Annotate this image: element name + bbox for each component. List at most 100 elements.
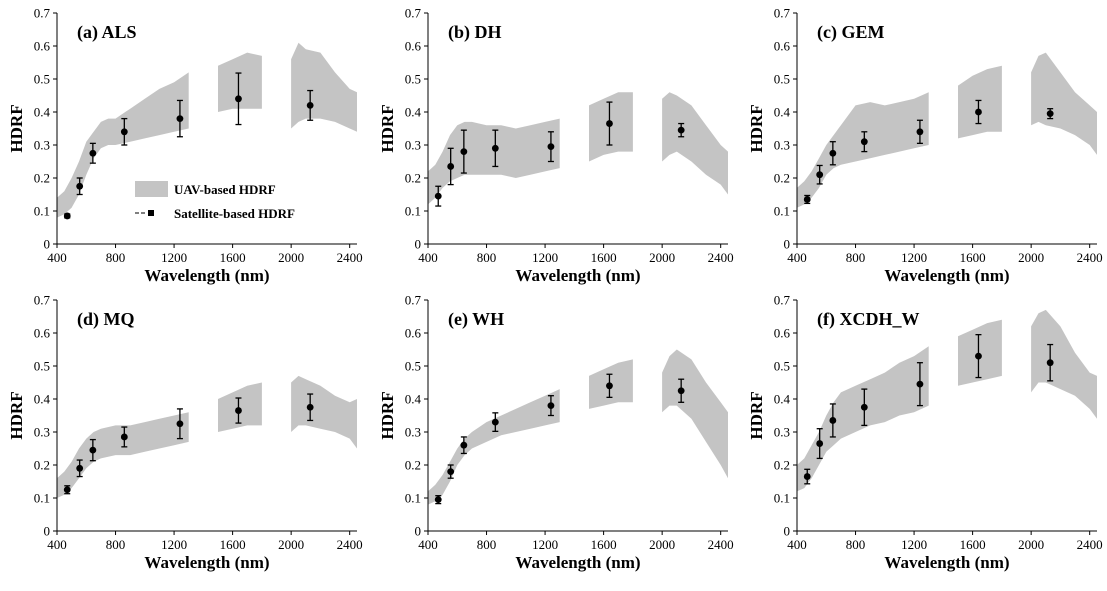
uav-band-segment bbox=[291, 42, 357, 132]
y-axis-label: HDRF bbox=[747, 391, 766, 439]
x-tick-label: 2400 bbox=[1077, 250, 1103, 265]
x-tick-label: 1200 bbox=[532, 250, 558, 265]
y-tick-label: 0.2 bbox=[405, 458, 421, 473]
x-axis-label: Wavelength (nm) bbox=[515, 553, 640, 572]
satellite-point bbox=[606, 382, 613, 390]
satellite-point bbox=[1046, 359, 1054, 367]
x-tick-label: 2400 bbox=[708, 250, 734, 265]
y-tick-label: 0.1 bbox=[34, 491, 50, 506]
satellite-point bbox=[1046, 110, 1054, 118]
satellite-point bbox=[89, 446, 97, 454]
uav-band-segment bbox=[797, 92, 929, 208]
satellite-point bbox=[547, 402, 555, 409]
y-tick-label: 0.6 bbox=[34, 39, 51, 54]
uav-band-segment bbox=[218, 52, 262, 112]
legend-uav-label: UAV-based HDRF bbox=[174, 182, 276, 197]
legend-sat-marker bbox=[148, 210, 154, 216]
satellite-point bbox=[547, 143, 555, 151]
x-axis-label: Wavelength (nm) bbox=[515, 266, 640, 285]
y-axis-label: HDRF bbox=[378, 104, 397, 152]
uav-band-segment bbox=[57, 72, 189, 218]
x-tick-label: 2000 bbox=[1018, 537, 1044, 552]
satellite-point bbox=[606, 120, 613, 127]
legend: UAV-based HDRF Satellite-based HDRF bbox=[135, 181, 295, 221]
satellite-point bbox=[916, 128, 924, 136]
x-tick-label: 800 bbox=[846, 250, 866, 265]
y-tick-label: 0.6 bbox=[405, 39, 422, 54]
satellite-point bbox=[975, 108, 982, 116]
satellite-point bbox=[120, 433, 128, 441]
legend-sat-label: Satellite-based HDRF bbox=[174, 206, 295, 221]
satellite-point bbox=[829, 417, 837, 424]
y-tick-label: 0.6 bbox=[34, 326, 51, 341]
uav-band-segment bbox=[958, 65, 1002, 139]
chart-panel: 0 0.1 0.2 0.3 0.4 0.5 0.6 0.7 400 800 1200 1600 2000… bbox=[378, 6, 734, 286]
x-tick-label: 400 bbox=[418, 250, 438, 265]
satellite-point bbox=[176, 115, 184, 122]
y-tick-label: 0 bbox=[44, 524, 51, 539]
uav-band-segment bbox=[291, 375, 357, 449]
satellite-point bbox=[63, 212, 71, 220]
uav-band-segment bbox=[218, 382, 262, 432]
panel-title: (b) DH bbox=[448, 22, 502, 43]
x-axis-label: Wavelength (nm) bbox=[144, 553, 269, 572]
satellite-point bbox=[63, 486, 71, 494]
satellite-point bbox=[803, 196, 811, 203]
y-tick-label: 0 bbox=[415, 524, 422, 539]
satellite-point bbox=[306, 403, 314, 411]
y-tick-label: 0.7 bbox=[405, 293, 422, 308]
x-tick-label: 1200 bbox=[901, 537, 927, 552]
x-tick-label: 1600 bbox=[220, 537, 246, 552]
y-tick-label: 0.4 bbox=[405, 105, 422, 120]
y-tick-label: 0.7 bbox=[774, 6, 791, 21]
y-tick-label: 0.1 bbox=[774, 204, 790, 219]
x-tick-label: 2000 bbox=[649, 250, 675, 265]
satellite-point bbox=[860, 138, 868, 146]
x-tick-label: 1200 bbox=[901, 250, 927, 265]
x-tick-label: 2000 bbox=[649, 537, 675, 552]
satellite-point bbox=[89, 149, 97, 157]
y-tick-label: 0 bbox=[415, 237, 422, 252]
x-tick-label: 1200 bbox=[532, 537, 558, 552]
y-tick-label: 0.7 bbox=[34, 6, 51, 21]
x-axis-label: Wavelength (nm) bbox=[884, 266, 1009, 285]
panel-title: (d) MQ bbox=[77, 309, 135, 330]
satellite-point bbox=[916, 380, 924, 388]
y-tick-label: 0.7 bbox=[34, 293, 51, 308]
x-tick-label: 1600 bbox=[960, 537, 986, 552]
y-tick-label: 0.4 bbox=[774, 105, 791, 120]
uav-band-segment bbox=[958, 319, 1002, 386]
y-tick-label: 0.5 bbox=[34, 72, 50, 87]
y-tick-label: 0.3 bbox=[774, 138, 790, 153]
y-tick-label: 0.5 bbox=[405, 359, 421, 374]
y-tick-label: 0.4 bbox=[34, 392, 51, 407]
x-tick-label: 400 bbox=[47, 250, 67, 265]
y-tick-label: 0.6 bbox=[774, 39, 791, 54]
y-tick-label: 0.2 bbox=[405, 171, 421, 186]
x-axis-label: Wavelength (nm) bbox=[884, 553, 1009, 572]
satellite-point bbox=[975, 352, 982, 360]
satellite-point bbox=[434, 496, 442, 504]
x-tick-label: 2000 bbox=[278, 537, 304, 552]
y-tick-label: 0.3 bbox=[34, 138, 50, 153]
y-axis-label: HDRF bbox=[7, 391, 26, 439]
satellite-point bbox=[677, 126, 685, 134]
satellite-point bbox=[235, 95, 242, 103]
x-tick-label: 800 bbox=[846, 537, 866, 552]
satellite-point bbox=[235, 407, 242, 414]
satellite-point bbox=[860, 403, 868, 411]
x-tick-label: 800 bbox=[477, 250, 497, 265]
satellite-point bbox=[677, 387, 685, 395]
chart-panel: 0 0.1 0.2 0.3 0.4 0.5 0.6 0.7 400 800 1200 1600 2000… bbox=[7, 6, 363, 286]
y-tick-label: 0 bbox=[44, 237, 51, 252]
uav-band-segment bbox=[1031, 52, 1097, 155]
y-tick-label: 0.3 bbox=[774, 425, 790, 440]
x-tick-label: 400 bbox=[787, 250, 807, 265]
uav-band-segment bbox=[1031, 309, 1097, 419]
x-tick-label: 800 bbox=[106, 537, 126, 552]
y-tick-label: 0.3 bbox=[405, 425, 421, 440]
uav-band-segment bbox=[589, 92, 633, 162]
x-tick-label: 2000 bbox=[278, 250, 304, 265]
satellite-point bbox=[491, 144, 499, 152]
